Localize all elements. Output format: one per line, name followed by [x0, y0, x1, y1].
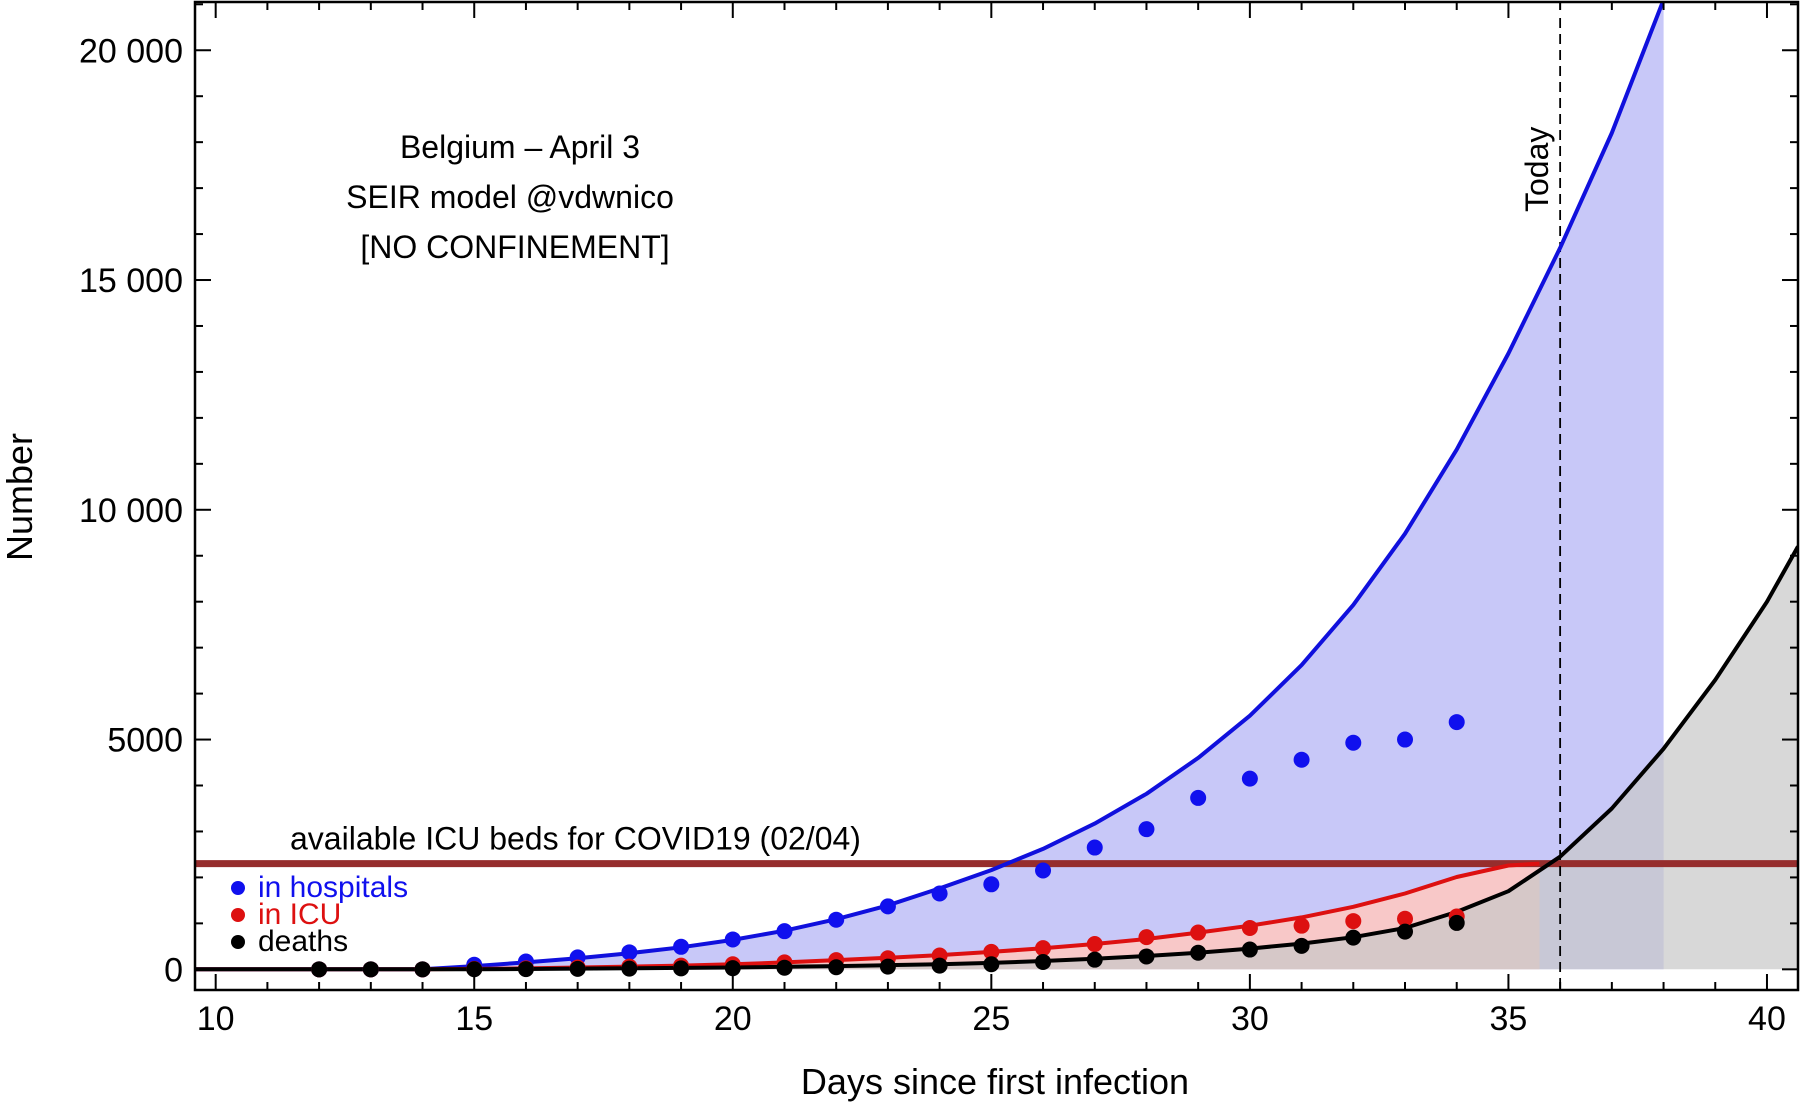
point-deaths: [362, 961, 379, 978]
point-in-hospitals: [828, 911, 845, 928]
point-deaths: [1035, 953, 1052, 970]
point-deaths: [879, 958, 896, 975]
point-deaths: [1345, 929, 1362, 946]
x-tick-label: 10: [197, 1000, 235, 1038]
fill-hospitals-model: [195, 2, 1664, 970]
point-in-hospitals: [1086, 839, 1103, 856]
point-deaths: [1086, 951, 1103, 968]
point-deaths: [466, 961, 483, 978]
point-in-hospitals: [673, 938, 690, 955]
point-deaths: [724, 960, 741, 977]
point-in-icu: [1138, 929, 1155, 946]
x-axis-title: Days since first infection: [801, 1061, 1189, 1102]
legend-marker-hospitals: [231, 881, 245, 895]
y-tick-label: 0: [164, 951, 183, 989]
fill-icu-model: [195, 863, 1540, 970]
x-tick-label: 30: [1231, 1000, 1269, 1038]
legend-label-icu: in ICU: [258, 898, 341, 931]
point-in-icu: [1293, 917, 1310, 934]
line-hospitals-model: [195, 2, 1665, 972]
point-deaths: [569, 960, 586, 977]
legend-marker-icu: [231, 908, 245, 922]
point-deaths: [931, 957, 948, 974]
x-tick-label: 40: [1748, 1000, 1786, 1038]
model-fill-areas: [195, 2, 1798, 970]
observed-points: [311, 714, 1465, 978]
point-in-hospitals: [1293, 751, 1310, 768]
plot-border: [193, 0, 1800, 992]
legend: in hospitals in ICU deaths: [231, 871, 408, 958]
point-deaths: [621, 960, 638, 977]
x-tick-label: 20: [714, 1000, 752, 1038]
y-tick-label: 20 000: [79, 32, 183, 70]
point-in-icu: [1345, 913, 1362, 930]
icu-capacity-label: available ICU beds for COVID19 (02/04): [290, 821, 861, 857]
y-tick-label: 5000: [107, 722, 183, 760]
point-deaths: [673, 960, 690, 977]
point-in-hospitals: [1448, 714, 1465, 731]
point-in-icu: [1086, 936, 1103, 953]
point-in-hospitals: [879, 898, 896, 915]
point-in-icu: [983, 943, 1000, 960]
point-deaths: [414, 961, 431, 978]
point-deaths: [1397, 923, 1414, 940]
point-deaths: [828, 959, 845, 976]
point-in-icu: [1190, 924, 1207, 941]
point-in-hospitals: [1190, 789, 1207, 806]
point-in-hospitals: [931, 885, 948, 902]
point-in-hospitals: [1345, 734, 1362, 751]
point-deaths: [517, 961, 534, 978]
point-in-hospitals: [621, 944, 638, 961]
point-deaths: [776, 959, 793, 976]
legend-marker-deaths: [231, 935, 245, 949]
point-deaths: [1448, 914, 1465, 931]
legend-label-hospitals: in hospitals: [258, 871, 408, 904]
chart-title: Belgium – April 3 SEIR model @vdwnico [N…: [346, 129, 674, 265]
x-tick-label: 15: [455, 1000, 493, 1038]
y-axis-title: Number: [0, 433, 40, 561]
point-in-icu: [1035, 940, 1052, 957]
y-tick-label: 15 000: [79, 262, 183, 300]
title-line-scenario: [NO CONFINEMENT]: [360, 229, 669, 265]
point-in-icu: [1397, 910, 1414, 927]
point-deaths: [1241, 941, 1258, 958]
x-tick-label: 25: [972, 1000, 1010, 1038]
x-tick-label: 35: [1490, 1000, 1528, 1038]
point-in-hospitals: [1035, 862, 1052, 879]
fill-deaths-model: [195, 546, 1798, 970]
point-in-hospitals: [724, 931, 741, 948]
point-deaths: [1293, 937, 1310, 954]
point-in-icu: [1241, 919, 1258, 936]
point-deaths: [983, 956, 1000, 973]
title-line-model: SEIR model @vdwnico: [346, 179, 674, 215]
title-line-country-date: Belgium – April 3: [400, 129, 640, 165]
point-deaths: [1138, 948, 1155, 965]
point-in-hospitals: [1397, 731, 1414, 748]
axis-ticks: 10 15 20 25 30 35 40 0 5000 10 000 15 000 20 000: [79, 2, 1798, 1038]
legend-label-deaths: deaths: [258, 925, 348, 958]
today-label: Today: [1519, 127, 1555, 212]
point-in-hospitals: [1241, 770, 1258, 787]
plot-frame: [193, 0, 1800, 992]
point-deaths: [311, 961, 328, 978]
point-in-hospitals: [776, 923, 793, 940]
point-in-hospitals: [983, 876, 1000, 893]
point-deaths: [1190, 944, 1207, 961]
point-in-hospitals: [1138, 821, 1155, 838]
y-tick-label: 10 000: [79, 492, 183, 530]
